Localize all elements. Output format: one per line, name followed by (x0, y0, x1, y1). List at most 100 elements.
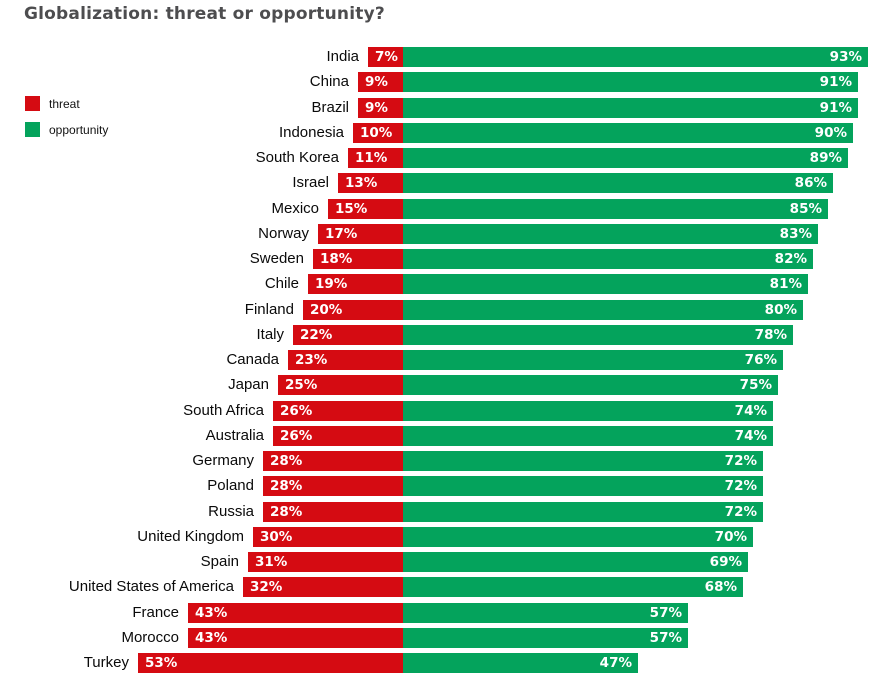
threat-bar: 9% (358, 98, 403, 118)
opportunity-value-label: 93% (829, 49, 862, 65)
bar-row: France 43% 57% (0, 603, 877, 623)
legend-item-opportunity: opportunity (25, 122, 108, 137)
opportunity-value-label: 47% (599, 655, 632, 671)
threat-bar: 18% (313, 249, 403, 269)
country-label: Morocco (121, 629, 179, 646)
opportunity-bar: 81% (403, 274, 808, 294)
country-label: Japan (228, 376, 269, 393)
threat-bar: 32% (243, 577, 403, 597)
country-label: Australia (205, 427, 264, 444)
country-label: China (309, 73, 349, 90)
opportunity-value-label: 70% (714, 529, 747, 545)
country-label: Spain (200, 553, 239, 570)
bar-row: Poland 28% 72% (0, 476, 877, 496)
opportunity-bar: 86% (403, 173, 833, 193)
opportunity-value-label: 82% (774, 251, 807, 267)
threat-value-label: 26% (280, 428, 313, 444)
threat-bar: 28% (263, 476, 403, 496)
bar-row: Australia 26% 74% (0, 426, 877, 446)
threat-bar: 43% (188, 628, 403, 648)
opportunity-value-label: 81% (769, 276, 802, 292)
opportunity-bar: 93% (403, 47, 868, 67)
opportunity-value-label: 57% (649, 630, 682, 646)
bar-row: Turkey 53% 47% (0, 653, 877, 673)
opportunity-value-label: 72% (724, 453, 757, 469)
opportunity-value-label: 68% (704, 579, 737, 595)
threat-bar: 26% (273, 426, 403, 446)
threat-value-label: 19% (315, 276, 348, 292)
threat-value-label: 10% (360, 125, 393, 141)
threat-value-label: 15% (335, 201, 368, 217)
opportunity-value-label: 78% (754, 327, 787, 343)
opportunity-bar: 91% (403, 72, 858, 92)
threat-bar: 15% (328, 199, 403, 219)
threat-bar: 43% (188, 603, 403, 623)
bar-row: Russia 28% 72% (0, 502, 877, 522)
opportunity-value-label: 86% (794, 175, 827, 191)
threat-value-label: 31% (255, 554, 288, 570)
opportunity-swatch-icon (25, 122, 40, 137)
bar-row: United Kingdom 30% 70% (0, 527, 877, 547)
threat-value-label: 32% (250, 579, 283, 595)
country-label: Canada (226, 351, 279, 368)
country-label: United States of America (68, 578, 234, 595)
opportunity-value-label: 91% (819, 100, 852, 116)
bar-row: Italy 22% 78% (0, 325, 877, 345)
opportunity-bar: 74% (403, 401, 773, 421)
country-label: Israel (292, 174, 329, 191)
opportunity-bar: 72% (403, 476, 763, 496)
threat-value-label: 7% (375, 49, 398, 65)
threat-bar: 31% (248, 552, 403, 572)
opportunity-value-label: 75% (739, 377, 772, 393)
country-label: Italy (256, 326, 284, 343)
threat-value-label: 17% (325, 226, 358, 242)
opportunity-bar: 57% (403, 603, 688, 623)
threat-value-label: 53% (145, 655, 178, 671)
threat-value-label: 20% (310, 302, 343, 318)
opportunity-bar: 72% (403, 502, 763, 522)
opportunity-bar: 78% (403, 325, 793, 345)
country-label: France (132, 604, 179, 621)
threat-bar: 28% (263, 451, 403, 471)
threat-bar: 17% (318, 224, 403, 244)
threat-bar: 13% (338, 173, 403, 193)
opportunity-value-label: 72% (724, 478, 757, 494)
bar-row: China 9% 91% (0, 72, 877, 92)
opportunity-value-label: 76% (744, 352, 777, 368)
threat-bar: 20% (303, 300, 403, 320)
threat-bar: 11% (348, 148, 403, 168)
bar-row: Sweden 18% 82% (0, 249, 877, 269)
chart-title: Globalization: threat or opportunity? (24, 4, 385, 24)
legend-label-threat: threat (49, 96, 80, 111)
country-label: Germany (192, 452, 254, 469)
opportunity-bar: 85% (403, 199, 828, 219)
opportunity-value-label: 72% (724, 504, 757, 520)
country-label: Mexico (271, 200, 319, 217)
threat-value-label: 30% (260, 529, 293, 545)
threat-value-label: 25% (285, 377, 318, 393)
bar-row: Germany 28% 72% (0, 451, 877, 471)
opportunity-bar: 70% (403, 527, 753, 547)
legend: threat opportunity (25, 96, 108, 148)
threat-value-label: 9% (365, 100, 388, 116)
threat-bar: 28% (263, 502, 403, 522)
bar-row: Norway 17% 83% (0, 224, 877, 244)
country-label: South Africa (183, 402, 264, 419)
country-label: Chile (264, 275, 299, 292)
opportunity-value-label: 74% (734, 428, 767, 444)
threat-bar: 23% (288, 350, 403, 370)
threat-value-label: 26% (280, 403, 313, 419)
opportunity-bar: 69% (403, 552, 748, 572)
legend-item-threat: threat (25, 96, 108, 111)
opportunity-bar: 76% (403, 350, 783, 370)
threat-value-label: 11% (355, 150, 388, 166)
country-label: South Korea (255, 149, 339, 166)
country-label: Turkey (83, 654, 129, 671)
bar-row: Brazil 9% 91% (0, 98, 877, 118)
threat-value-label: 9% (365, 74, 388, 90)
threat-value-label: 23% (295, 352, 328, 368)
country-label: Poland (207, 477, 254, 494)
threat-bar: 22% (293, 325, 403, 345)
